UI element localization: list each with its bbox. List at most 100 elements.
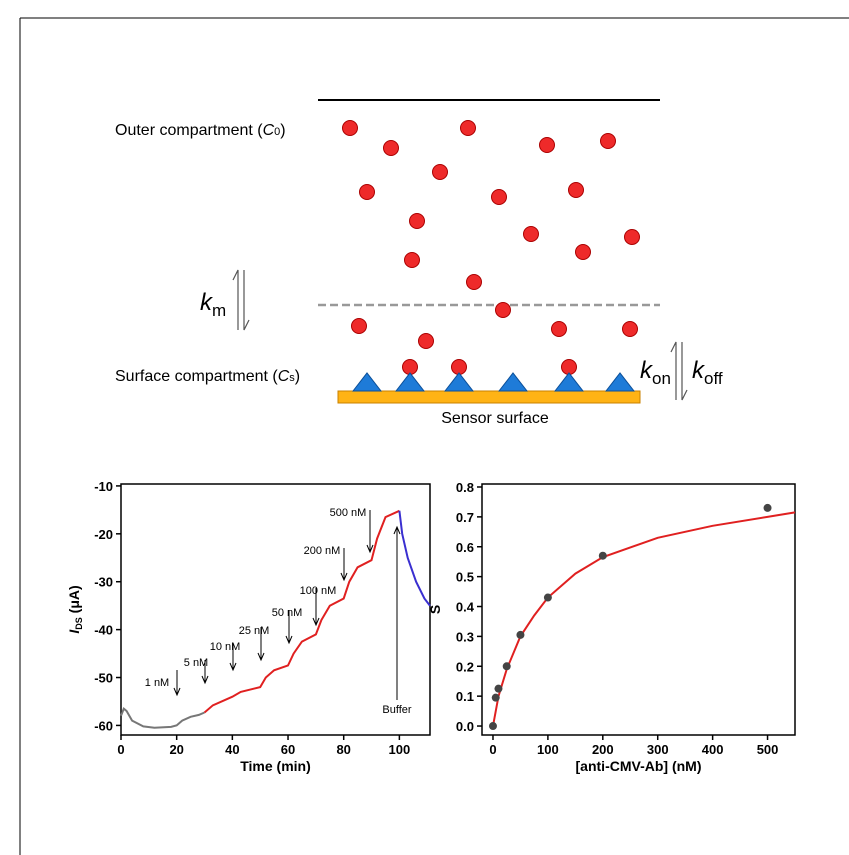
series-line [203, 509, 400, 714]
molecule [359, 184, 375, 200]
molecule [491, 189, 507, 205]
data-point [598, 551, 607, 560]
x-tick-label: 20 [169, 742, 183, 757]
molecule [432, 164, 448, 180]
y-tick-label: 0.1 [456, 689, 474, 704]
annotation: 500 nM [330, 507, 367, 519]
surface-compartment-label: Surface compartment (Cs) [115, 368, 300, 385]
annotation: 100 nM [300, 585, 337, 597]
molecule [624, 229, 640, 245]
x-tick-label: 40 [225, 742, 239, 757]
data-point [543, 593, 552, 602]
molecule [539, 137, 555, 153]
y-tick-label: 0.6 [456, 540, 474, 555]
sensor-label: Sensor surface [441, 410, 549, 427]
y-axis-label: S [427, 605, 443, 614]
arrow [232, 269, 239, 330]
molecule [622, 321, 638, 337]
x-tick-label: 0 [117, 742, 124, 757]
annotation-arrow [312, 588, 320, 627]
annotation: 10 nM [210, 641, 241, 653]
annotation: 25 nM [239, 625, 270, 637]
annotation-arrow [285, 610, 293, 645]
annotation: 5 nM [184, 657, 208, 669]
arrow [670, 341, 677, 400]
x-tick-label: 500 [757, 742, 779, 757]
y-tick-label: -20 [94, 527, 113, 542]
y-tick-label: -60 [94, 718, 113, 733]
annotation-arrow [173, 670, 181, 697]
annotation: 200 nM [304, 545, 341, 557]
y-tick-label: -40 [94, 623, 113, 638]
arrow [681, 342, 688, 401]
y-label-unit: (μA) [66, 585, 82, 617]
receptor [394, 372, 426, 392]
data-point [494, 684, 503, 693]
molecule [551, 321, 567, 337]
receptor [553, 372, 585, 392]
molecule [409, 213, 425, 229]
x-tick-label: 60 [281, 742, 295, 757]
y-tick-label: -50 [94, 671, 113, 686]
annotation-arrow [257, 627, 265, 662]
km-arrows [232, 269, 688, 401]
annotation-arrow [393, 525, 401, 700]
x-tick-label: 300 [647, 742, 669, 757]
series-line [120, 707, 205, 729]
molecule [342, 120, 358, 136]
molecule [460, 120, 476, 136]
y-tick-label: 0.8 [456, 480, 474, 495]
annotation: Buffer [382, 704, 411, 716]
molecule [404, 252, 420, 268]
data-point [491, 693, 500, 702]
molecule [351, 318, 367, 334]
plot-frame [120, 483, 431, 736]
y-label-subscript: DS [74, 617, 84, 630]
molecule [600, 133, 616, 149]
plot-frame [481, 483, 796, 736]
molecule [383, 140, 399, 156]
y-tick-label: 0.2 [456, 659, 474, 674]
molecule [523, 226, 539, 242]
outer-compartment-label: Outer compartment (C0) [115, 122, 286, 139]
y-label-symbol: I [66, 629, 82, 634]
x-tick-label: 80 [336, 742, 350, 757]
y-tick-label: 0.4 [456, 600, 475, 615]
annotation-arrow [201, 660, 209, 685]
x-tick-label: 400 [702, 742, 724, 757]
kon-label: kon [640, 357, 671, 388]
annotation: 1 nM [145, 677, 169, 689]
fit-line [492, 511, 796, 727]
sensor-surface [337, 390, 641, 404]
molecule [575, 244, 591, 260]
series-line [398, 510, 431, 607]
y-tick-label: 0.5 [456, 570, 474, 585]
annotation: 50 nM [272, 607, 303, 619]
molecule [418, 333, 434, 349]
x-axis-label: Time (min) [240, 758, 311, 774]
x-tick-label: 0 [489, 742, 496, 757]
km-label: km [200, 289, 226, 320]
data-point [516, 630, 525, 639]
molecule [495, 302, 511, 318]
receptor [497, 372, 529, 392]
annotation-arrow [340, 548, 348, 582]
x-tick-label: 200 [592, 742, 614, 757]
receptor [351, 372, 383, 392]
x-tick-label: 100 [537, 742, 559, 757]
y-tick-label: -10 [94, 479, 113, 494]
data-point [763, 503, 772, 512]
annotation-arrow [229, 643, 237, 672]
annotation-arrow [366, 510, 374, 554]
diagram: Outer compartment (C0) Surface compartme… [115, 99, 723, 427]
receptor [604, 372, 636, 392]
y-tick-label: -30 [94, 575, 113, 590]
data-point [488, 722, 497, 731]
data-point [502, 662, 511, 671]
y-tick-label: 0.3 [456, 629, 474, 644]
arrow [243, 270, 250, 331]
molecule [568, 182, 584, 198]
molecule [466, 274, 482, 290]
